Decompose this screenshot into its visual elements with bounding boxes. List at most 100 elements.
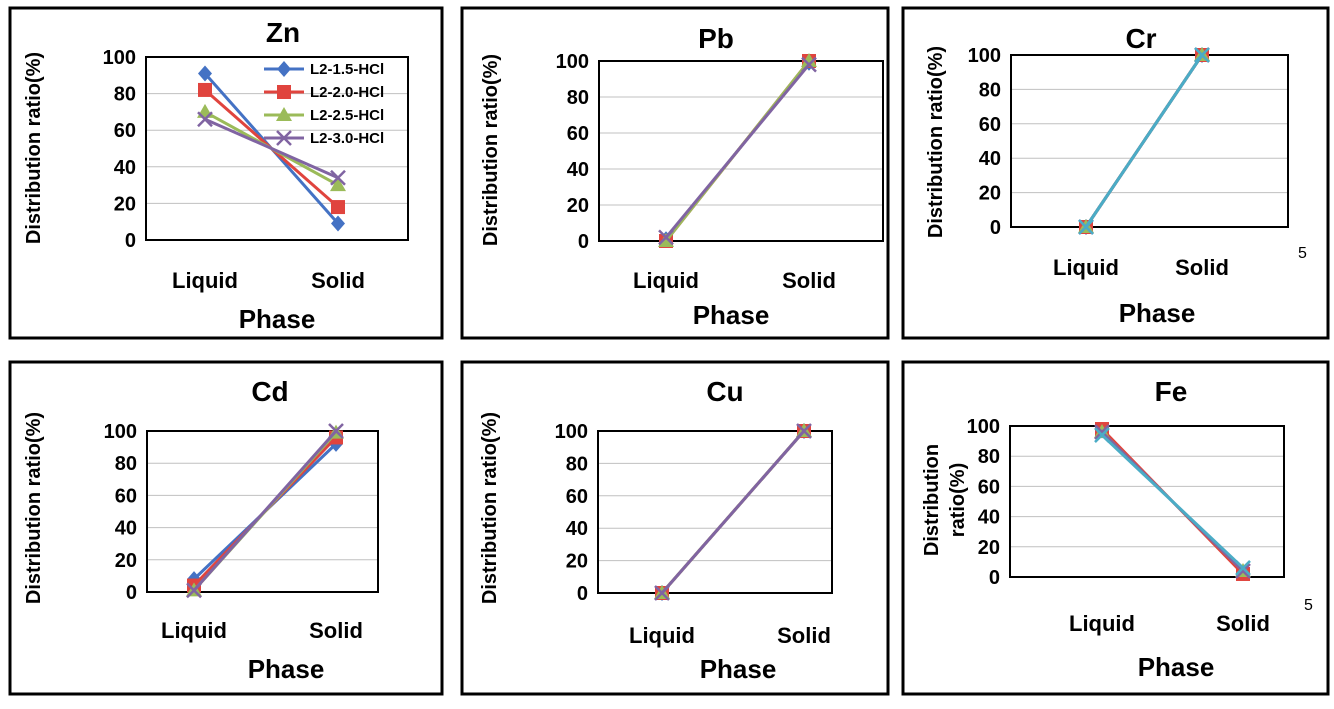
chart-title: Zn xyxy=(266,17,300,48)
panel-cd: 0 20 40 60 80 100 Liquid Solid Cd Phase Distributi… xyxy=(8,360,444,696)
y-tick-label: 80 xyxy=(115,453,137,475)
data-point xyxy=(801,56,817,73)
data-point xyxy=(330,177,346,192)
y-tick-label: 0 xyxy=(577,583,588,605)
y-tick-label: 0 xyxy=(989,567,1000,589)
series-l2-3-0-hcl xyxy=(197,111,346,186)
series-l2-3-0-hcl xyxy=(658,56,817,246)
data-point xyxy=(186,582,202,599)
y-tick-label: 80 xyxy=(978,446,1000,468)
y-tick-label: 60 xyxy=(978,476,1000,498)
y-tick-label: 80 xyxy=(567,87,589,109)
panel-frame xyxy=(901,360,1330,696)
data-point xyxy=(198,65,212,82)
y-tick-label: 20 xyxy=(979,183,1001,205)
panel-cr: 0 20 40 60 80 100 Liquid Solid Cr Phase Distributi… xyxy=(901,6,1330,340)
plot-area xyxy=(597,430,833,594)
chart-title: Cd xyxy=(251,376,288,407)
legend-marker xyxy=(276,130,292,146)
y-tick-label: 100 xyxy=(968,45,1001,67)
y-tick-label: 20 xyxy=(567,195,589,217)
data-point xyxy=(331,200,345,215)
legend-marker xyxy=(277,61,291,77)
y-tick-label: 20 xyxy=(114,193,136,215)
y-tick-label: 100 xyxy=(556,51,589,73)
series-line xyxy=(660,430,806,594)
plot-area xyxy=(146,430,379,593)
legend-label: L2-1.5-HCl xyxy=(310,61,384,78)
plot-area xyxy=(1009,425,1285,578)
x-tick-label: Solid xyxy=(309,618,363,643)
data-point xyxy=(654,585,670,601)
y-tick-label: 60 xyxy=(115,485,137,507)
series-extra xyxy=(1094,427,1251,576)
y-axis-label-line: Distribution xyxy=(921,444,943,556)
y-tick-label: 60 xyxy=(566,486,588,508)
series-line xyxy=(192,430,338,592)
data-point xyxy=(1094,427,1110,443)
panel-frame xyxy=(460,6,890,340)
data-point xyxy=(328,423,344,439)
stray-mark: 5 xyxy=(1298,245,1307,262)
y-tick-label: 0 xyxy=(990,217,1001,239)
panel-pb: 0 20 40 60 80 100 Liquid Solid Pb Phase Distributi… xyxy=(460,6,890,340)
y-tick-label: 40 xyxy=(566,518,588,540)
y-tick-label: 20 xyxy=(978,537,1000,559)
data-point xyxy=(801,53,817,67)
data-point xyxy=(1194,47,1210,63)
y-axis-label-line: ratio(%) xyxy=(947,463,969,537)
data-point xyxy=(658,229,674,246)
panel-zn: 0 20 40 60 80 100 Liquid Solid Zn Phase Distributi… xyxy=(8,6,444,340)
chart-title: Cr xyxy=(1125,23,1156,54)
data-point xyxy=(1094,424,1110,440)
data-point xyxy=(330,169,346,186)
chart-title: Fe xyxy=(1155,376,1188,407)
y-tick-label: 0 xyxy=(125,230,136,252)
y-tick-label: 0 xyxy=(126,582,137,604)
y-tick-label: 40 xyxy=(979,148,1001,170)
x-tick-label: Liquid xyxy=(1069,611,1135,636)
x-axis-label: Phase xyxy=(248,654,325,684)
x-tick-label: Solid xyxy=(1216,611,1270,636)
x-axis-label: Phase xyxy=(1138,652,1215,682)
y-tick-label: 20 xyxy=(566,551,588,573)
y-tick-label: 100 xyxy=(104,421,137,443)
plot-area xyxy=(1010,54,1289,228)
x-tick-label: Solid xyxy=(782,268,836,293)
y-tick-label: 60 xyxy=(114,120,136,142)
plot-area xyxy=(598,60,884,242)
panel-frame xyxy=(901,6,1330,340)
x-axis-label: Phase xyxy=(239,304,316,334)
series-line xyxy=(664,63,811,239)
series-line xyxy=(204,117,339,180)
y-tick-label: 80 xyxy=(114,84,136,106)
x-tick-label: Liquid xyxy=(161,618,227,643)
legend-marker xyxy=(276,107,292,121)
panel-frame xyxy=(8,6,444,340)
x-axis-label: Phase xyxy=(1119,298,1196,328)
y-tick-label: 40 xyxy=(978,507,1000,529)
y-tick-label: 80 xyxy=(566,453,588,475)
legend-marker xyxy=(277,85,291,99)
y-tick-label: 0 xyxy=(578,231,589,253)
y-axis-label: Distribution ratio(%) xyxy=(480,54,502,246)
y-tick-label: 40 xyxy=(567,159,589,181)
x-tick-label: Solid xyxy=(311,268,365,293)
y-tick-label: 60 xyxy=(567,123,589,145)
y-axis-label: Distribution ratio(%) xyxy=(921,444,969,556)
x-tick-label: Liquid xyxy=(172,268,238,293)
data-point xyxy=(796,423,812,439)
legend-label: L2-2.0-HCl xyxy=(310,84,384,101)
y-axis-label: Distribution ratio(%) xyxy=(23,52,45,244)
panel-cu: 0 20 40 60 80 100 Liquid Solid Cu Phase Distributi… xyxy=(460,360,890,696)
data-point xyxy=(658,233,674,247)
y-tick-label: 40 xyxy=(114,157,136,179)
y-axis-label: Distribution ratio(%) xyxy=(925,46,947,238)
x-axis-label: Phase xyxy=(700,654,777,684)
y-tick-label: 100 xyxy=(555,421,588,443)
x-axis-label: Phase xyxy=(693,300,770,330)
data-point xyxy=(198,82,212,97)
y-axis-label: Distribution ratio(%) xyxy=(23,412,45,604)
